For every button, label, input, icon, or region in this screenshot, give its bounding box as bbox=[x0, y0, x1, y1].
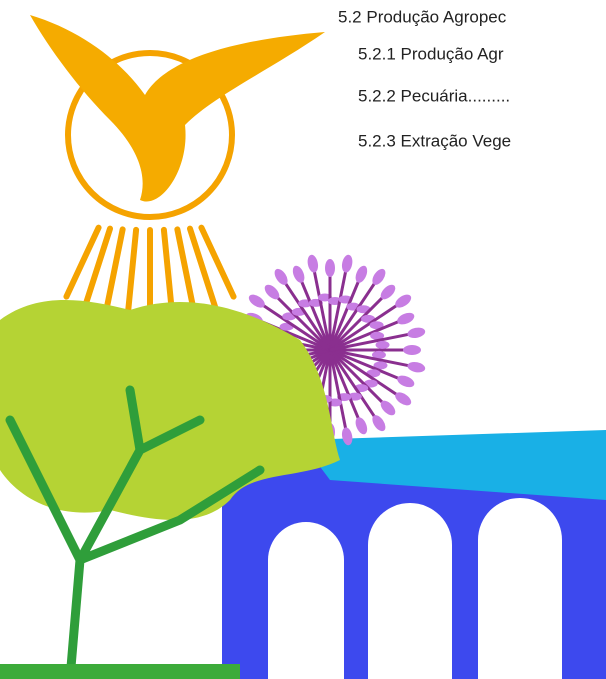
flower-petal bbox=[403, 345, 421, 355]
cover-illustration bbox=[0, 15, 606, 679]
flower-petal bbox=[396, 373, 416, 389]
arch bbox=[368, 503, 452, 679]
flower-petal bbox=[341, 254, 354, 274]
flower-petal bbox=[407, 361, 427, 374]
arch bbox=[478, 498, 562, 679]
page: 5.2 Produção Agropec 5.2.1 Produção Agr 5.… bbox=[0, 0, 606, 679]
flower-petal bbox=[407, 326, 427, 339]
toc-entry: 5.2.1 Produção Agr bbox=[358, 44, 504, 63]
flower-petal bbox=[396, 311, 416, 327]
ray bbox=[190, 229, 215, 307]
ray bbox=[85, 229, 110, 307]
flower-petal bbox=[325, 259, 335, 277]
flower-petal bbox=[306, 254, 319, 274]
arch bbox=[268, 522, 344, 679]
ray bbox=[127, 230, 136, 319]
table-of-contents: 5.2 Produção Agropec 5.2.1 Produção Agr 5.… bbox=[338, 7, 511, 150]
flower-petal bbox=[291, 264, 307, 284]
flower-petal bbox=[376, 341, 390, 349]
ground bbox=[0, 664, 240, 679]
flower-petal bbox=[353, 264, 369, 284]
toc-entry: 5.2.2 Pecuária......... bbox=[358, 86, 510, 105]
toc-entry: 5.2.3 Extração Vege bbox=[358, 131, 511, 150]
flower-petal bbox=[353, 416, 369, 436]
toc-entry: 5.2 Produção Agropec bbox=[338, 7, 507, 26]
